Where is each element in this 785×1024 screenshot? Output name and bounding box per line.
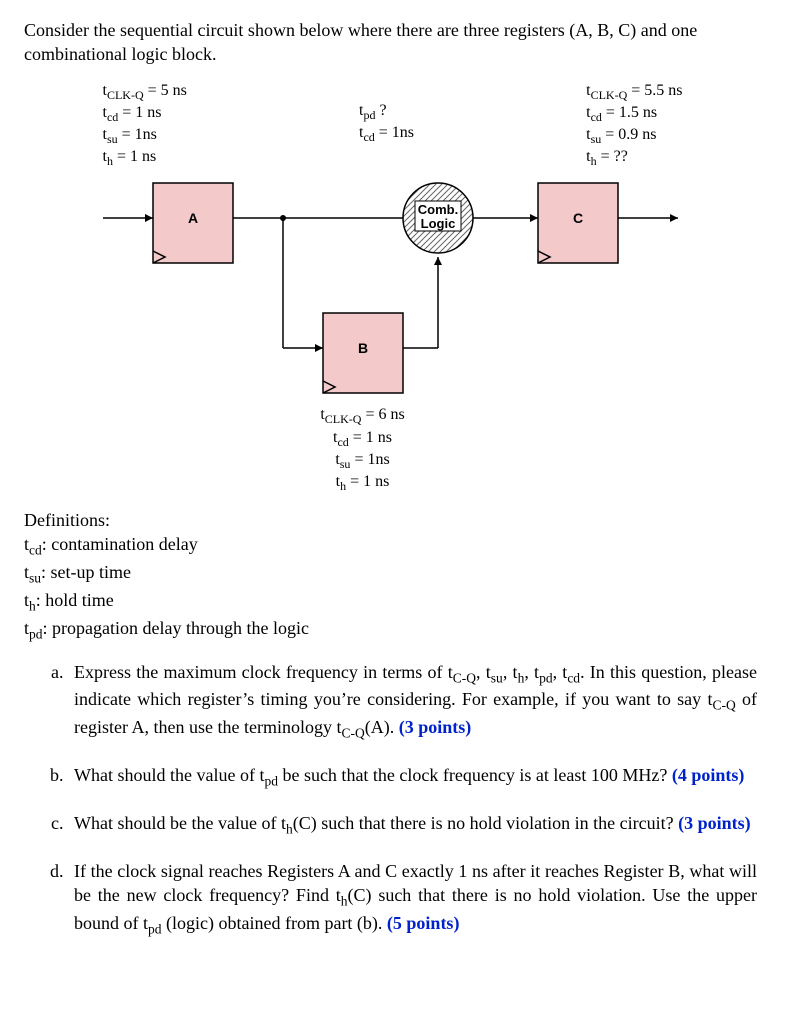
label-reg-b: B <box>357 340 367 356</box>
def-tsu: tsu: set-up time <box>24 560 761 588</box>
timing-reg-b: tCLK-Q = 6 nstcd = 1 nstsu = 1nsth = 1 n… <box>33 405 693 494</box>
question-d: If the clock signal reaches Registers A … <box>68 859 761 939</box>
circuit-diagram: tCLK-Q = 5 ns tcd = 1 ns tsu = 1ns th = … <box>93 81 693 495</box>
label-comb: Comb. <box>417 202 457 217</box>
question-a: Express the maximum clock frequency in t… <box>68 660 761 743</box>
points-b: (4 points) <box>672 765 745 785</box>
label-reg-c: C <box>572 210 582 226</box>
label-logic: Logic <box>420 216 455 231</box>
question-b: What should the value of tpd be such tha… <box>68 763 761 791</box>
points-a: (3 points) <box>399 717 472 737</box>
timing-reg-c: tCLK-Q = 5.5 ns tcd = 1.5 ns tsu = 0.9 n… <box>586 81 682 170</box>
question-list: Express the maximum clock frequency in t… <box>24 660 761 939</box>
timing-reg-a: tCLK-Q = 5 ns tcd = 1 ns tsu = 1ns th = … <box>103 81 187 170</box>
circuit-svg: A Comb. Logic C B <box>93 173 693 403</box>
label-reg-a: A <box>187 210 197 226</box>
def-tpd: tpd: propagation delay through the logic <box>24 616 761 644</box>
intro-text: Consider the sequential circuit shown be… <box>24 18 761 67</box>
points-d: (5 points) <box>387 913 460 933</box>
def-tcd: tcd: contamination delay <box>24 532 761 560</box>
points-c: (3 points) <box>678 813 751 833</box>
definitions-title: Definitions: <box>24 508 761 532</box>
def-th: th: hold time <box>24 588 761 616</box>
definitions: Definitions: tcd: contamination delay ts… <box>24 508 761 644</box>
question-c: What should be the value of th(C) such t… <box>68 811 761 839</box>
timing-comb-logic: tpd ? tcd = 1ns <box>359 101 414 170</box>
